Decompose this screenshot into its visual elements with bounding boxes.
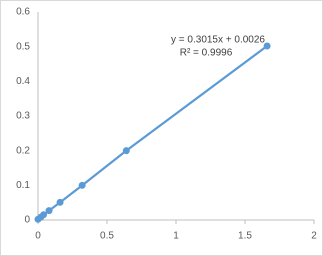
point <box>122 147 130 155</box>
x-tick-label: 2 <box>311 231 317 242</box>
y-tick-label: 0.6 <box>16 7 30 18</box>
point <box>263 42 271 50</box>
y-tick-label: 0.4 <box>16 76 30 87</box>
y-tick-label: 0.2 <box>16 145 30 156</box>
point <box>45 207 53 215</box>
point <box>56 198 64 206</box>
x-tick-label: 1 <box>173 231 179 242</box>
r-squared: R² = 0.9996 <box>180 48 233 59</box>
y-tick-label: 0.3 <box>16 111 30 122</box>
x-tick-label: 1.5 <box>238 231 252 242</box>
equation: y = 0.3015x + 0.0026 <box>171 35 265 46</box>
point <box>78 181 86 189</box>
y-tick-label: 0.1 <box>16 180 30 191</box>
point <box>40 211 48 219</box>
x-tick-label: 0.5 <box>100 231 114 242</box>
y-tick-label: 0.5 <box>16 41 30 52</box>
x-tick-label: 0 <box>35 231 41 242</box>
y-tick-label: 0 <box>24 215 30 226</box>
